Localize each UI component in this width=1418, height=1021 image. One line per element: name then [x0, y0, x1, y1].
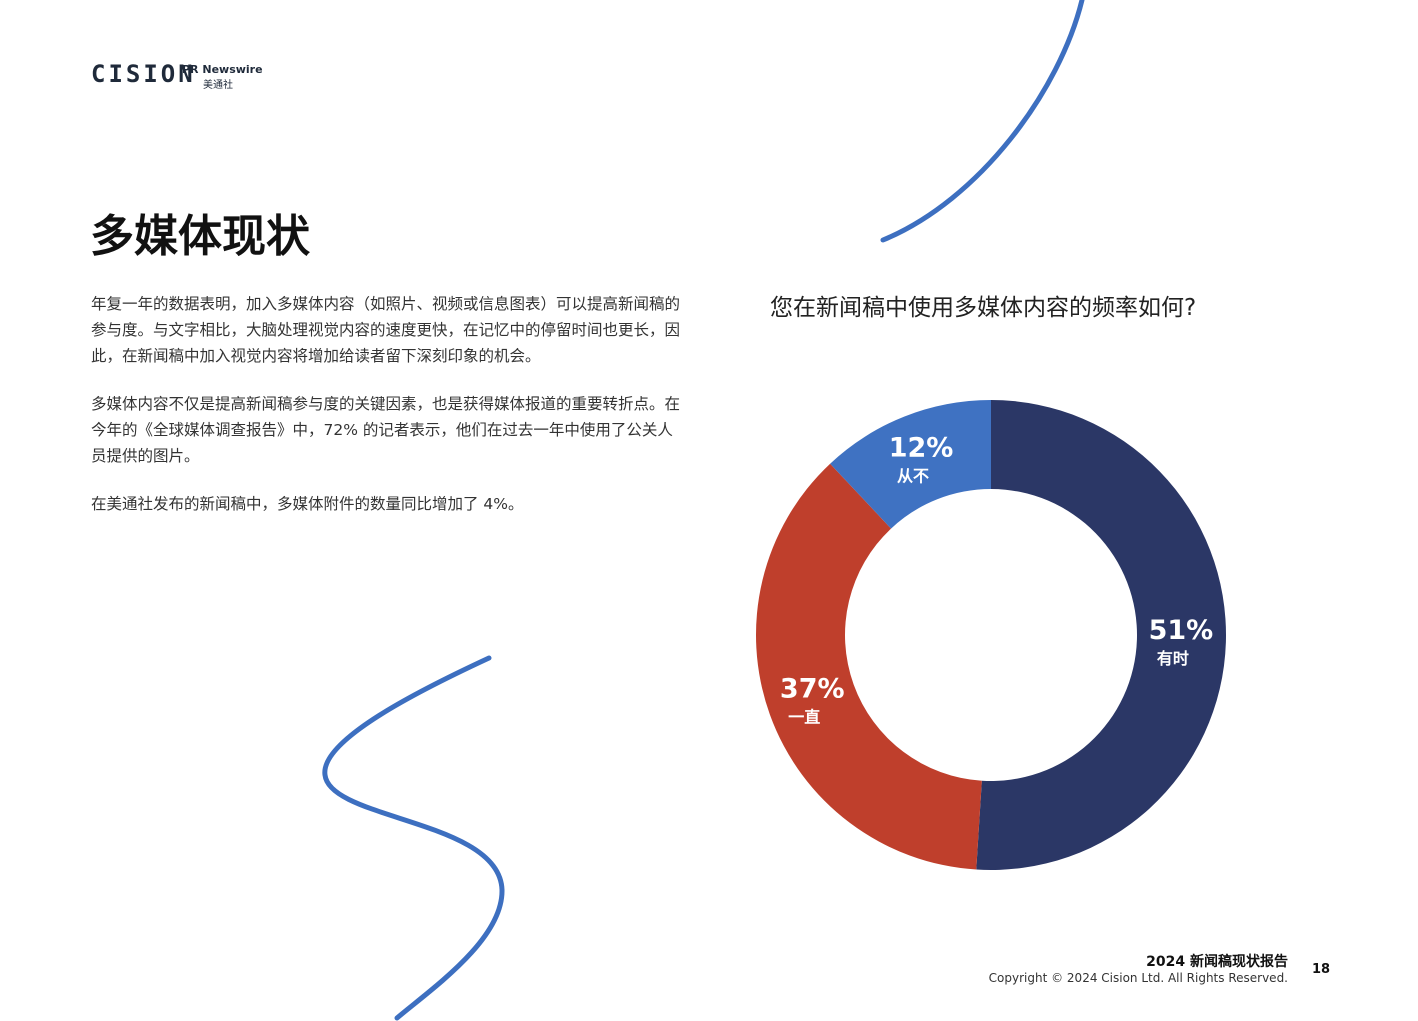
chart-title: 您在新闻稿中使用多媒体内容的频率如何?	[770, 295, 1197, 321]
paragraph: 多媒体内容不仅是提高新闻稿参与度的关键因素，也是获得媒体报道的重要转折点。在今年…	[91, 395, 681, 465]
category-label: 从不	[897, 466, 929, 485]
donut-segment	[830, 400, 991, 529]
report-name: 2024 新闻稿现状报告	[1146, 954, 1288, 970]
paragraph: 在美通社发布的新闻稿中，多媒体附件的数量同比增加了 4%。	[91, 495, 524, 513]
paragraph: 年复一年的数据表明，加入多媒体内容（如照片、视频或信息图表）可以提高新闻稿的参与…	[91, 295, 681, 365]
category-label: 有时	[1157, 649, 1189, 668]
donut-chart: 51% 有时 37% 一直 12% 从不	[756, 400, 1227, 871]
logo: CISION	[91, 60, 196, 88]
page-number: 18	[1312, 962, 1331, 977]
brand-cn: 美通社	[203, 80, 233, 91]
copyright: Copyright © 2024 Cision Ltd. All Rights …	[988, 971, 1288, 985]
body-text: 年复一年的数据表明，加入多媒体内容（如照片、视频或信息图表）可以提高新闻稿的参与…	[91, 291, 685, 539]
donut-segment	[756, 463, 982, 870]
value-label: 51%	[1149, 615, 1214, 646]
value-label: 12%	[889, 432, 954, 463]
page-title: 多媒体现状	[90, 211, 310, 262]
value-label: 37%	[780, 673, 845, 704]
curve	[322, 655, 505, 1021]
category-label: 一直	[788, 707, 820, 726]
curve	[880, 0, 1085, 243]
brand: PR Newswire	[182, 63, 263, 76]
donut-segment	[976, 400, 1227, 871]
